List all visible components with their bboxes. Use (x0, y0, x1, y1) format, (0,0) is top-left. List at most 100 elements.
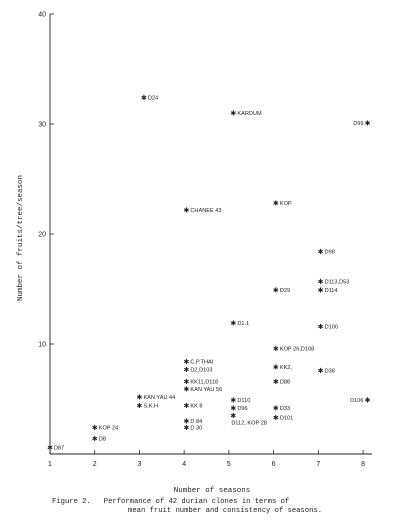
x-tick-label: 2 (93, 461, 97, 468)
chart-points: ✱ D24✱ KARDUM✱D99✱ CHANEE 43✱ KOP✱ D98✱ D113,D… (47, 94, 371, 452)
point-label: D38 (325, 368, 335, 374)
point-marker: ✱ (92, 424, 98, 432)
data-point: ✱ D88 (273, 378, 290, 386)
point-label: D1.1 (237, 321, 249, 327)
y-tick-label: 30 (38, 122, 46, 129)
data-point: ✱D106 (350, 397, 370, 405)
point-marker: ✱ (273, 200, 279, 208)
point-marker: ✱ (230, 412, 236, 420)
point-marker: ✱ (183, 386, 189, 394)
point-label: D100 (325, 324, 338, 330)
y-tick-label: 20 (38, 232, 46, 239)
point-label: KK11,D118 (190, 379, 218, 385)
data-point: ✱ D38 (318, 367, 335, 375)
data-point: ✱ KK 8 (183, 402, 202, 410)
point-label: CHANEE 43 (190, 208, 221, 214)
point-label: D33 (280, 406, 290, 412)
data-point: ✱ D87 (47, 444, 64, 452)
data-point: ✱ KOP 24 (92, 424, 118, 432)
point-label: D29 (280, 288, 290, 294)
point-label: D114 (325, 288, 338, 294)
y-axis-title: Number of fruits/tree/season (17, 175, 25, 301)
point-marker: ✱ (273, 404, 279, 412)
x-tick-label: 4 (182, 461, 186, 468)
data-point: ✱ D96 (230, 404, 247, 412)
data-point: ✱ D113,D53 (318, 278, 350, 286)
data-point: ✱ KARDUM (230, 110, 262, 118)
data-point: ✱ D114 (318, 287, 338, 295)
point-label: KK 8 (190, 404, 202, 410)
point-marker: ✱ (273, 364, 279, 372)
data-point: ✱ KOP 26,D108 (273, 345, 314, 353)
point-marker: ✱ (318, 367, 324, 375)
point-marker: ✱ (183, 424, 189, 432)
point-label: D88 (280, 379, 290, 385)
x-tick-label: 1 (48, 461, 52, 468)
point-marker: ✱ (47, 444, 53, 452)
x-tick-label: 5 (227, 461, 231, 468)
point-marker: ✱ (137, 393, 143, 401)
point-marker: ✱ (318, 248, 324, 256)
data-point: ✱ D 30 (183, 424, 202, 432)
y-tick-label: 10 (38, 342, 46, 349)
point-marker: ✱ (365, 397, 371, 405)
point-marker: ✱ (318, 287, 324, 295)
data-point: ✱ KAN YAU 56 (183, 386, 222, 394)
x-tick-label: 3 (137, 461, 141, 468)
data-point: ✱ KK2, (273, 364, 293, 372)
data-point: ✱ KOP (273, 200, 292, 208)
data-point: ✱ C.P.THAI (183, 358, 213, 366)
data-point: ✱ D110 (230, 397, 250, 405)
point-marker: ✱ (230, 110, 236, 118)
point-marker: ✱ (183, 358, 189, 366)
data-point: ✱ S.K.H (137, 402, 159, 410)
x-axis-title: Number of seasons (174, 487, 251, 495)
point-label: D110 (237, 398, 250, 404)
data-point: ✱ KK11,D118 (183, 378, 218, 386)
point-marker: ✱ (183, 366, 189, 374)
data-point: ✱ D33 (273, 404, 290, 412)
point-label: KOP 26,D108 (280, 346, 314, 352)
point-label: C.P.THAI (190, 360, 213, 366)
data-point: ✱D112, KOP 28 (230, 412, 267, 427)
point-marker: ✱ (273, 287, 279, 295)
point-label: D106 (350, 398, 363, 404)
point-marker: ✱ (230, 320, 236, 328)
point-marker: ✱ (230, 397, 236, 405)
point-marker: ✱ (230, 404, 236, 412)
data-point: ✱ D8 (92, 435, 106, 443)
x-tick-label: 7 (316, 461, 320, 468)
y-tick-label: 40 (38, 12, 46, 19)
figure-caption: Figure 2. Performance of 42 durian clone… (52, 498, 392, 516)
point-label: D 30 (190, 426, 202, 432)
point-marker: ✱ (137, 402, 143, 410)
point-label: S.K.H (143, 404, 158, 410)
point-marker: ✱ (92, 435, 98, 443)
point-marker: ✱ (141, 94, 147, 102)
point-label: D8 (99, 437, 106, 443)
data-point: ✱ D100 (318, 323, 338, 331)
point-label: KOP (280, 201, 292, 207)
point-label: D 84 (190, 419, 202, 425)
point-label: D99 (353, 121, 363, 127)
point-marker: ✱ (183, 206, 189, 214)
point-marker: ✱ (365, 119, 371, 127)
point-label: D112, KOP 28 (231, 421, 267, 427)
data-point: ✱D99 (353, 119, 370, 127)
data-point: ✱ D 84 (183, 418, 202, 426)
point-label: D101 (280, 416, 293, 422)
point-label: KOP 24 (99, 426, 119, 432)
point-label: D2,D103 (190, 367, 212, 373)
data-point: ✱ D1.1 (230, 320, 249, 328)
point-label: KAN YAU 56 (190, 387, 222, 393)
point-marker: ✱ (183, 418, 189, 426)
point-label: D87 (54, 445, 64, 451)
data-point: ✱ D29 (273, 287, 290, 295)
point-label: D24 (148, 96, 158, 102)
point-label: D98 (325, 250, 335, 256)
point-marker: ✱ (318, 278, 324, 286)
data-point: ✱ CHANEE 43 (183, 206, 221, 214)
point-label: D113,D53 (325, 279, 350, 285)
caption-line-2: mean fruit number and consistency of sea… (128, 507, 323, 515)
